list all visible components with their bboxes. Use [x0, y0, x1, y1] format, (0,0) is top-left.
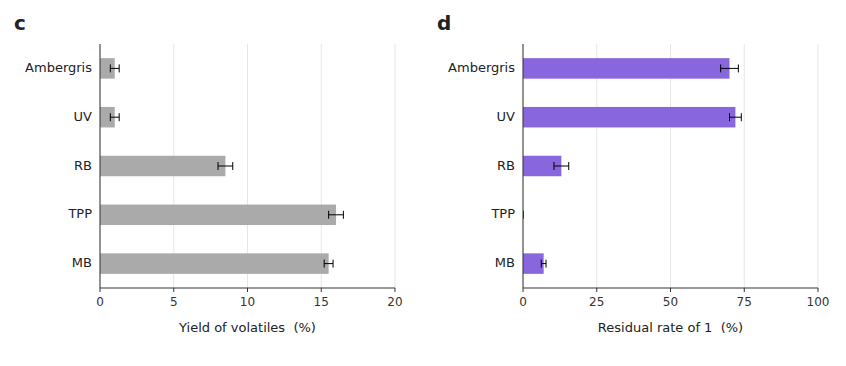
error-bar [329, 211, 344, 219]
x-tick [173, 288, 174, 292]
plot-area [523, 58, 741, 274]
y-tick-label: RB [497, 158, 515, 173]
y-tick-label: UV [497, 109, 516, 124]
y-tick-label: UV [74, 109, 93, 124]
bar [523, 253, 544, 273]
panel: d 0 25 50 75 100 Ambergris UV RB TPP MB Residual ra… [437, 11, 829, 335]
bar [523, 107, 735, 127]
error-cap [553, 162, 554, 170]
x-axis-label: Residual rate of 1 (%) [598, 320, 743, 335]
error-line [721, 68, 739, 69]
error-bar [218, 162, 233, 170]
error-cap [546, 260, 547, 268]
y-tick-label: MB [495, 255, 515, 270]
error-line [324, 263, 333, 264]
x-tick [596, 288, 597, 292]
error-cap [568, 162, 569, 170]
x-tick [818, 288, 819, 292]
x-axis-label: Yield of volatiles (%) [178, 320, 316, 335]
error-cap [119, 64, 120, 72]
grid-line [523, 44, 524, 288]
plot-area [100, 58, 343, 274]
bar [100, 156, 225, 176]
grid-line [100, 44, 101, 288]
panel-label: d [437, 11, 451, 35]
x-tick-label: 75 [737, 295, 752, 309]
error-cap [232, 162, 233, 170]
error-line [110, 117, 119, 118]
error-bar [110, 113, 119, 121]
x-tick-label: 50 [663, 295, 678, 309]
y-tick-label: TPP [490, 206, 515, 221]
x-tick-label: 10 [240, 295, 255, 309]
grid-line [247, 44, 248, 288]
grid-line [670, 44, 671, 288]
error-cap [110, 64, 111, 72]
background [0, 0, 846, 366]
x-tick-label: 20 [387, 295, 402, 309]
error-line [730, 117, 742, 118]
error-cap [218, 162, 219, 170]
x-tick [321, 288, 322, 292]
chart-svg: c 0 5 10 15 20 Ambergris UV RB TPP MB Yield of vola… [0, 0, 846, 366]
error-cap [119, 113, 120, 121]
error-bar [721, 64, 739, 72]
error-cap [729, 113, 730, 121]
error-cap [333, 260, 334, 268]
x-tick-label: 0 [96, 295, 104, 309]
grid-line [596, 44, 597, 288]
x-tick [744, 288, 745, 292]
error-bar [541, 260, 546, 268]
y-axis-line [100, 44, 101, 288]
x-tick [100, 288, 101, 292]
error-bar [730, 113, 742, 121]
bar [100, 205, 336, 225]
error-cap [328, 211, 329, 219]
error-line [329, 214, 344, 215]
x-tick-label: 5 [170, 295, 178, 309]
y-tick-label: MB [72, 255, 92, 270]
error-cap [720, 64, 721, 72]
x-tick [247, 288, 248, 292]
x-tick-label: 15 [314, 295, 329, 309]
bar [100, 253, 329, 273]
error-line [554, 166, 569, 167]
error-line [541, 263, 546, 264]
x-tick [395, 288, 396, 292]
x-tick-label: 25 [589, 295, 604, 309]
error-cap [741, 113, 742, 121]
error-bar [554, 162, 569, 170]
x-tick [523, 288, 524, 292]
grid-line [395, 44, 396, 288]
error-cap [343, 211, 344, 219]
x-tick [670, 288, 671, 292]
error-bar [324, 260, 333, 268]
panel: c 0 5 10 15 20 Ambergris UV RB TPP MB Yield of vola… [14, 11, 403, 335]
y-tick-label: Ambergris [448, 60, 515, 75]
error-cap [110, 113, 111, 121]
grid-line [744, 44, 745, 288]
bar [523, 58, 730, 78]
panel-label: c [14, 11, 26, 35]
y-tick-label: TPP [67, 206, 92, 221]
chart-container: c 0 5 10 15 20 Ambergris UV RB TPP MB Yield of vola… [0, 0, 846, 366]
x-tick-label: 0 [519, 295, 527, 309]
grid-line [818, 44, 819, 288]
error-cap [541, 260, 542, 268]
error-cap [324, 260, 325, 268]
error-bar [110, 64, 119, 72]
y-tick-label: Ambergris [25, 60, 92, 75]
y-axis-line [523, 44, 524, 288]
error-line [218, 166, 233, 167]
error-line [110, 68, 119, 69]
y-tick-label: RB [74, 158, 92, 173]
grid-line [321, 44, 322, 288]
x-tick-label: 100 [807, 295, 830, 309]
error-cap [738, 64, 739, 72]
